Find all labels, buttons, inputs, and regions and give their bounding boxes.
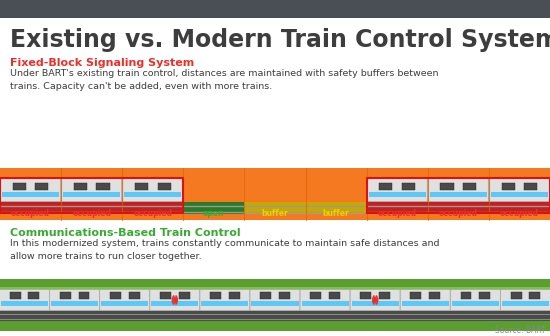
Text: occupied: occupied: [133, 209, 172, 218]
Bar: [0, 202, 61, 214]
Text: occupied: occupied: [11, 209, 50, 218]
Bar: [368, 192, 426, 197]
Bar: [279, 292, 290, 299]
Bar: [10, 292, 21, 299]
Bar: [429, 292, 440, 299]
Bar: [260, 292, 271, 299]
Bar: [0, 279, 550, 287]
Bar: [122, 202, 183, 214]
Bar: [502, 183, 515, 190]
Bar: [158, 183, 170, 190]
Bar: [179, 292, 190, 299]
Bar: [96, 183, 109, 190]
Text: occupied: occupied: [378, 209, 417, 218]
Bar: [402, 301, 449, 306]
Bar: [491, 192, 548, 197]
Text: occupied: occupied: [500, 209, 539, 218]
Bar: [1, 301, 48, 306]
Bar: [0, 0, 550, 18]
Bar: [61, 202, 122, 214]
Bar: [135, 183, 148, 190]
FancyBboxPatch shape: [123, 178, 183, 202]
Bar: [410, 292, 421, 299]
Text: Existing vs. Modern Train Control Systems: Existing vs. Modern Train Control System…: [10, 28, 550, 52]
Bar: [306, 202, 367, 214]
FancyBboxPatch shape: [100, 290, 150, 310]
FancyBboxPatch shape: [1, 178, 60, 202]
Bar: [351, 301, 399, 306]
Bar: [79, 292, 90, 299]
Bar: [0, 321, 550, 331]
Text: Communications-Based Train Control: Communications-Based Train Control: [10, 228, 241, 238]
Bar: [60, 292, 71, 299]
Text: open: open: [203, 209, 225, 218]
Bar: [63, 192, 120, 197]
FancyBboxPatch shape: [367, 178, 427, 202]
Bar: [360, 292, 371, 299]
Bar: [441, 183, 454, 190]
Text: In this modernized system, trains constantly communicate to maintain safe distan: In this modernized system, trains consta…: [10, 239, 439, 261]
Text: Fixed-Block Signaling System: Fixed-Block Signaling System: [10, 58, 194, 68]
Bar: [524, 183, 537, 190]
Bar: [301, 301, 349, 306]
Bar: [29, 292, 40, 299]
Bar: [402, 183, 415, 190]
Text: occupied: occupied: [72, 209, 111, 218]
Bar: [210, 292, 221, 299]
Bar: [101, 301, 148, 306]
FancyBboxPatch shape: [500, 290, 550, 310]
Bar: [201, 301, 249, 306]
FancyBboxPatch shape: [428, 178, 488, 202]
Bar: [13, 183, 26, 190]
Bar: [51, 301, 98, 306]
Text: buffer: buffer: [323, 209, 349, 218]
FancyBboxPatch shape: [400, 290, 450, 310]
FancyBboxPatch shape: [350, 290, 400, 310]
Bar: [2, 192, 59, 197]
FancyBboxPatch shape: [250, 290, 300, 310]
Bar: [35, 183, 48, 190]
Text: Under BART's existing train control, distances are maintained with safety buffer: Under BART's existing train control, dis…: [10, 69, 438, 91]
Bar: [110, 292, 121, 299]
Bar: [430, 192, 487, 197]
Bar: [479, 292, 490, 299]
Bar: [0, 311, 550, 321]
FancyBboxPatch shape: [62, 178, 122, 202]
Bar: [379, 292, 390, 299]
Bar: [129, 292, 140, 299]
Bar: [452, 301, 499, 306]
Bar: [529, 292, 540, 299]
Bar: [510, 292, 521, 299]
Bar: [74, 183, 87, 190]
Bar: [379, 183, 392, 190]
FancyBboxPatch shape: [150, 290, 200, 310]
Bar: [124, 192, 182, 197]
Bar: [244, 202, 306, 214]
FancyBboxPatch shape: [300, 290, 350, 310]
FancyBboxPatch shape: [0, 290, 50, 310]
Bar: [367, 202, 428, 214]
FancyBboxPatch shape: [50, 290, 100, 310]
Bar: [310, 292, 321, 299]
Bar: [151, 301, 199, 306]
Text: occupied: occupied: [439, 209, 478, 218]
Bar: [329, 292, 340, 299]
Bar: [463, 183, 476, 190]
FancyBboxPatch shape: [450, 290, 501, 310]
Bar: [183, 202, 244, 214]
Bar: [251, 301, 299, 306]
Bar: [160, 292, 171, 299]
Bar: [0, 168, 550, 220]
Bar: [502, 301, 549, 306]
FancyBboxPatch shape: [490, 178, 549, 202]
Bar: [428, 202, 489, 214]
FancyBboxPatch shape: [200, 290, 250, 310]
Bar: [460, 292, 471, 299]
Text: buffer: buffer: [262, 209, 288, 218]
Bar: [229, 292, 240, 299]
Text: Source: BART: Source: BART: [495, 326, 546, 335]
Bar: [0, 279, 550, 331]
Bar: [489, 202, 550, 214]
